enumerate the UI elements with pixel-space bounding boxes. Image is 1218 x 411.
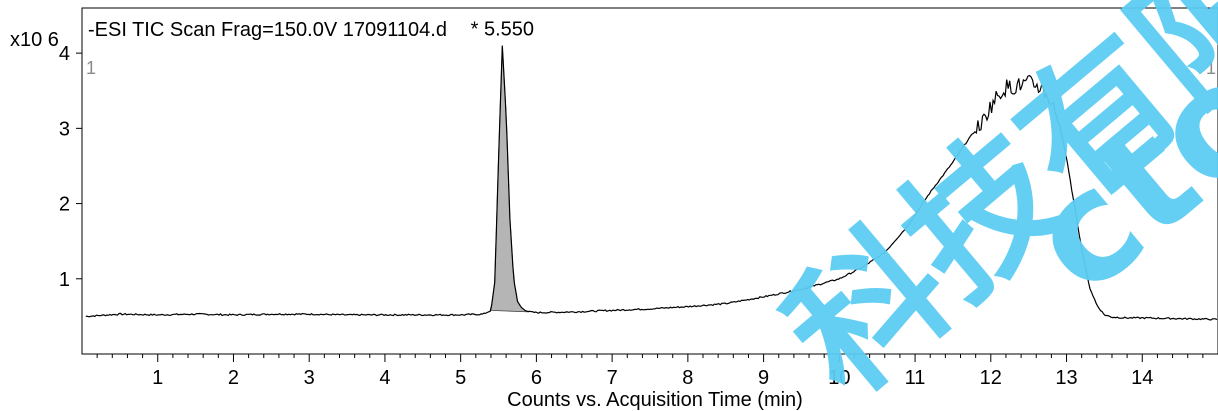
watermark: 科技有限 ctory (756, 0, 1218, 411)
x-tick-label: 13 (1055, 367, 1077, 389)
x-tick-label: 14 (1131, 367, 1153, 389)
x-tick-label: 2 (228, 367, 239, 389)
x-axis-ticks: 1 2 3 4 5 6 7 8 9 10 11 12 13 14 (97, 354, 1203, 389)
x-axis-label: Counts vs. Acquisition Time (min) (507, 389, 803, 411)
x-tick-label: 4 (379, 367, 390, 389)
x-tick-label: 9 (758, 367, 769, 389)
y-axis-ticks: 1 2 3 4 (59, 43, 82, 291)
y-tick-label: 1 (59, 269, 70, 291)
y-tick-label: 4 (59, 43, 70, 65)
peak-label: * 5.550 (471, 19, 534, 41)
y-tick-label: 2 (59, 194, 70, 216)
x-tick-label: 1 (152, 367, 163, 389)
x-tick-label: 5 (455, 367, 466, 389)
corner-label-left: 1 (86, 58, 96, 78)
x-tick-label: 3 (304, 367, 315, 389)
x-tick-label: 12 (980, 367, 1002, 389)
x-tick-label: 6 (531, 367, 542, 389)
peak-area (491, 46, 529, 312)
y-tick-label: 3 (59, 118, 70, 140)
chart-title: -ESI TIC Scan Frag=150.0V 17091104.d (88, 19, 447, 41)
x-tick-label: 7 (607, 367, 618, 389)
x-tick-label: 8 (682, 367, 693, 389)
y-axis-multiplier: x10 6 (10, 29, 59, 51)
